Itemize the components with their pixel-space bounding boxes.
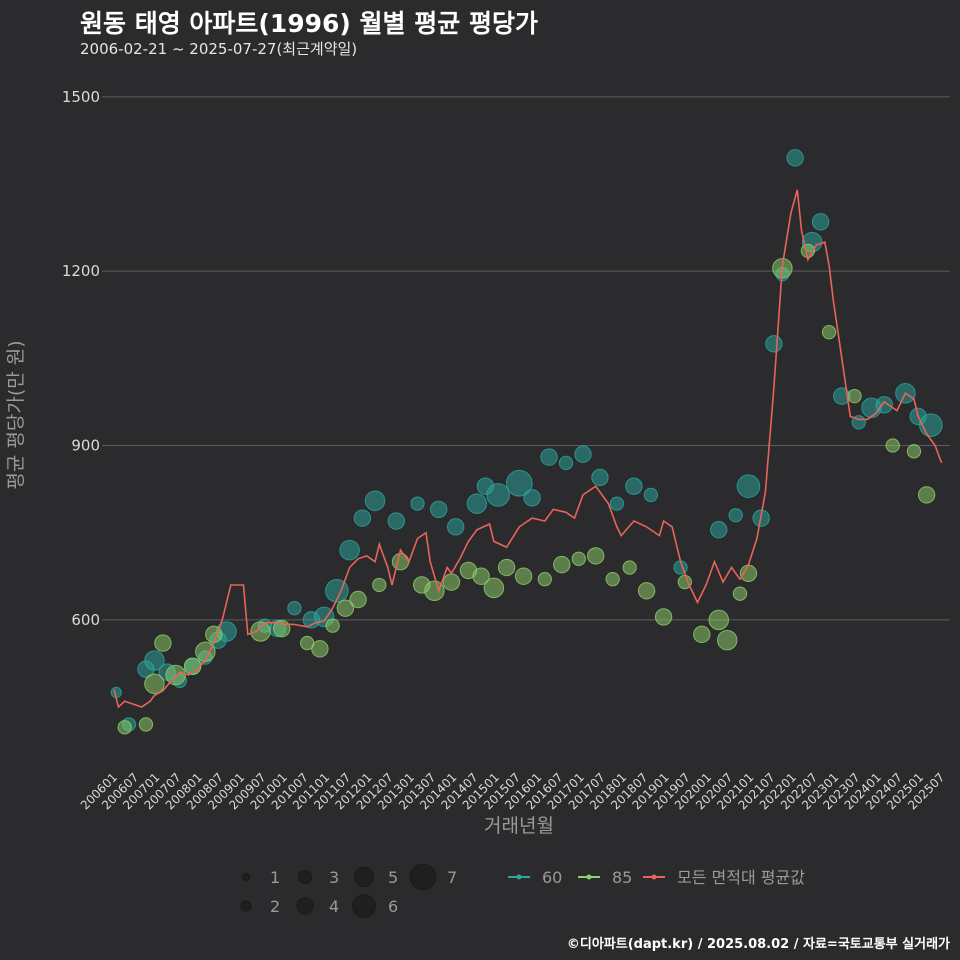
series-legend-dot	[651, 874, 657, 880]
scatter-point	[906, 444, 922, 459]
scatter-point	[571, 551, 586, 566]
scatter-point	[117, 720, 132, 735]
scatter-point	[917, 486, 936, 504]
x-axis-label: 거래년월	[484, 815, 554, 837]
scatter-point	[430, 500, 448, 519]
scatter-point	[336, 599, 355, 617]
scatter-point	[710, 521, 728, 539]
scatter-point	[424, 580, 445, 602]
scatter-point	[138, 717, 154, 732]
scatter-point	[716, 629, 738, 651]
page-subtitle: 2006-02-21 ~ 2025-07-27(최근계약일)	[80, 40, 358, 58]
scatter-point	[732, 586, 748, 601]
scatter-point	[637, 582, 656, 600]
scatter-point	[144, 650, 165, 671]
scatter-point	[165, 664, 186, 686]
scatter-point	[821, 325, 837, 340]
series-85-points	[117, 243, 936, 735]
size-legend-label: 6	[388, 897, 398, 916]
scatter-point	[339, 539, 360, 561]
page-title: 원동 태영 아파트(1996) 월별 평균 평당가	[80, 9, 538, 38]
source-credit: ©디아파트(dapt.kr) / 2025.08.02 / 자료=국토교통부 실…	[566, 937, 950, 952]
scatter-point	[558, 455, 574, 471]
scatter-point	[446, 518, 465, 536]
scatter-point	[622, 560, 637, 575]
series-legend-label: 85	[612, 868, 632, 887]
scatter-point	[391, 553, 410, 571]
scatter-point	[765, 335, 783, 353]
series-legend-dot	[586, 874, 592, 880]
size-legend-label: 7	[447, 868, 457, 887]
scatter-point	[250, 621, 271, 642]
y-tick-label: 600	[71, 611, 100, 629]
scatter-point	[736, 474, 761, 498]
scatter-point	[693, 625, 711, 644]
scatter-point	[505, 469, 533, 497]
scatter-point	[287, 601, 302, 616]
scatter-point	[410, 496, 425, 511]
y-axis-label: 평균 평당가(만 원)	[5, 340, 27, 489]
size-legend-label: 5	[388, 868, 398, 887]
scatter-point	[574, 445, 592, 463]
scatter-point	[728, 508, 743, 523]
scatter-point	[537, 572, 552, 587]
size-legend-key	[240, 900, 252, 912]
scatter-point	[708, 609, 730, 631]
scatter-point	[591, 468, 609, 487]
scatter-point	[654, 608, 673, 626]
size-legend-key	[353, 866, 375, 888]
scatter-point	[497, 558, 516, 577]
average-price-line	[113, 189, 943, 709]
scatter-point	[786, 149, 804, 167]
scatter-point	[885, 438, 900, 453]
scatter-point	[325, 618, 340, 633]
size-legend-key	[297, 869, 313, 885]
series-legend-dot	[516, 874, 522, 880]
scatter-point	[442, 573, 461, 591]
scatter-point	[540, 448, 558, 466]
scatter-point	[144, 673, 165, 694]
size-legend-key	[409, 863, 437, 891]
size-legend-label: 2	[270, 897, 280, 916]
series-60-points	[110, 149, 943, 732]
scatter-point	[311, 640, 329, 658]
series-legend-label: 60	[542, 868, 562, 887]
scatter-point	[609, 496, 625, 511]
scatter-point	[523, 489, 541, 507]
y-tick-label: 900	[71, 437, 100, 455]
scatter-point	[466, 493, 488, 514]
scatter-point	[587, 547, 605, 565]
size-legend-label: 3	[329, 868, 339, 887]
scatter-point	[514, 567, 533, 585]
scatter-point	[372, 577, 387, 593]
y-tick-label: 1500	[62, 88, 100, 106]
size-legend-label: 1	[270, 868, 280, 887]
scatter-point	[472, 567, 490, 585]
scatter-point	[875, 396, 893, 414]
scatter-point	[643, 487, 659, 503]
scatter-point	[183, 657, 202, 676]
scatter-point	[353, 509, 372, 527]
size-legend-key	[296, 897, 314, 915]
scatter-point	[811, 213, 830, 231]
series-legend-label: 모든 면적대 평균값	[677, 868, 805, 887]
scatter-point	[154, 634, 172, 652]
scatter-point	[486, 483, 510, 507]
y-tick-label: 1200	[62, 262, 100, 280]
scatter-point	[387, 512, 405, 530]
size-legend-key	[241, 872, 251, 882]
scatter-point	[625, 477, 643, 495]
scatter-point	[847, 388, 862, 404]
scatter-point	[364, 490, 386, 511]
scatter-point	[349, 590, 367, 609]
scatter-point	[605, 572, 620, 587]
size-legend-label: 4	[329, 897, 339, 916]
size-legend-key	[352, 894, 376, 918]
scatter-point	[483, 577, 505, 599]
scatter-point	[553, 555, 571, 574]
